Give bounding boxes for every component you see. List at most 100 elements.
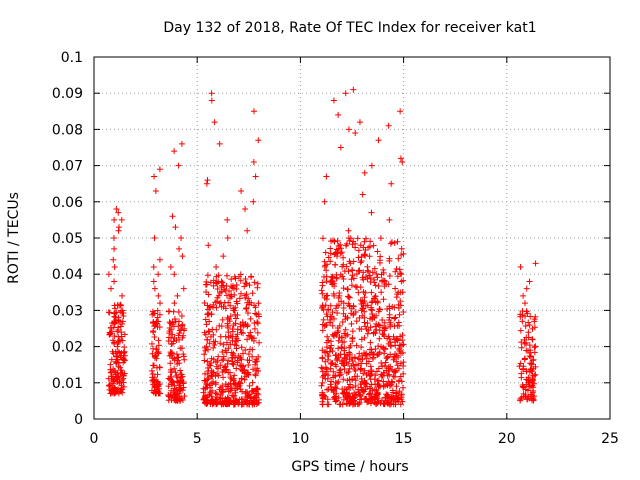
data-point bbox=[177, 367, 184, 374]
data-point bbox=[252, 372, 259, 379]
data-point bbox=[114, 369, 121, 376]
data-point bbox=[333, 355, 340, 362]
data-point bbox=[384, 306, 391, 313]
data-point bbox=[238, 329, 245, 336]
data-point bbox=[328, 238, 335, 245]
data-point bbox=[523, 285, 530, 292]
data-point bbox=[113, 206, 120, 213]
data-point bbox=[329, 348, 336, 355]
data-point bbox=[322, 371, 329, 378]
data-point bbox=[343, 369, 350, 376]
data-point bbox=[176, 382, 183, 389]
data-point bbox=[356, 325, 363, 332]
data-point bbox=[336, 290, 343, 297]
data-point bbox=[221, 364, 228, 371]
data-point bbox=[231, 273, 238, 280]
data-point bbox=[149, 311, 156, 318]
data-point bbox=[396, 377, 403, 384]
data-point bbox=[338, 249, 345, 256]
data-point bbox=[220, 374, 227, 381]
data-point bbox=[212, 379, 219, 386]
data-point bbox=[254, 329, 261, 336]
data-point bbox=[174, 292, 181, 299]
data-point bbox=[345, 227, 352, 234]
data-point bbox=[325, 306, 332, 313]
data-point bbox=[212, 299, 219, 306]
data-point bbox=[202, 316, 209, 323]
y-axis-label: ROTI / TECUs bbox=[6, 192, 22, 284]
data-point bbox=[222, 287, 229, 294]
data-point bbox=[156, 364, 163, 371]
data-point bbox=[204, 272, 211, 279]
data-point bbox=[154, 349, 161, 356]
data-point bbox=[360, 276, 367, 283]
data-point bbox=[111, 245, 118, 252]
data-point bbox=[121, 344, 128, 351]
data-point bbox=[210, 399, 217, 406]
data-point bbox=[395, 354, 402, 361]
data-point bbox=[218, 323, 225, 330]
data-point bbox=[231, 354, 238, 361]
data-point bbox=[358, 344, 365, 351]
data-point bbox=[332, 250, 339, 257]
data-point bbox=[372, 393, 379, 400]
data-point bbox=[152, 187, 159, 194]
data-point bbox=[210, 338, 217, 345]
data-point bbox=[321, 198, 328, 205]
y-tick-label: 0.09 bbox=[52, 86, 83, 102]
data-point bbox=[239, 368, 246, 375]
data-point bbox=[335, 111, 342, 118]
data-point bbox=[156, 324, 163, 331]
data-point bbox=[120, 383, 127, 390]
data-point bbox=[346, 356, 353, 363]
data-point bbox=[341, 389, 348, 396]
data-point bbox=[118, 329, 125, 336]
data-point bbox=[105, 309, 112, 316]
data-point bbox=[207, 362, 214, 369]
data-point bbox=[120, 312, 127, 319]
data-point bbox=[368, 162, 375, 169]
data-point bbox=[527, 360, 534, 367]
data-point bbox=[355, 254, 362, 261]
data-point bbox=[340, 276, 347, 283]
data-point bbox=[177, 327, 184, 334]
data-point bbox=[204, 358, 211, 365]
data-point bbox=[176, 390, 183, 397]
data-point bbox=[218, 278, 225, 285]
data-point bbox=[175, 308, 182, 315]
data-point bbox=[345, 383, 352, 390]
data-point bbox=[245, 362, 252, 369]
data-point bbox=[113, 378, 120, 385]
data-point bbox=[208, 97, 215, 104]
data-point bbox=[333, 246, 340, 253]
data-point bbox=[203, 321, 210, 328]
data-point bbox=[380, 266, 387, 273]
data-point bbox=[232, 311, 239, 318]
data-point bbox=[531, 318, 538, 325]
data-point bbox=[215, 365, 222, 372]
data-point bbox=[219, 282, 226, 289]
data-point bbox=[217, 333, 224, 340]
data-point bbox=[526, 342, 533, 349]
x-tick-label: 5 bbox=[193, 431, 202, 447]
data-point bbox=[215, 353, 222, 360]
data-point bbox=[205, 346, 212, 353]
data-point bbox=[149, 308, 156, 315]
data-point bbox=[327, 345, 334, 352]
data-point bbox=[324, 401, 331, 408]
data-point bbox=[228, 375, 235, 382]
data-point bbox=[334, 324, 341, 331]
data-point bbox=[237, 380, 244, 387]
data-point bbox=[375, 384, 382, 391]
y-tick-label: 0.06 bbox=[52, 195, 83, 211]
data-point bbox=[230, 307, 237, 314]
data-point bbox=[370, 242, 377, 249]
data-point bbox=[225, 388, 232, 395]
data-point bbox=[387, 401, 394, 408]
data-point bbox=[399, 332, 406, 339]
data-point bbox=[391, 315, 398, 322]
data-point bbox=[111, 339, 118, 346]
data-point bbox=[209, 326, 216, 333]
data-point bbox=[519, 318, 526, 325]
data-point bbox=[519, 311, 526, 318]
